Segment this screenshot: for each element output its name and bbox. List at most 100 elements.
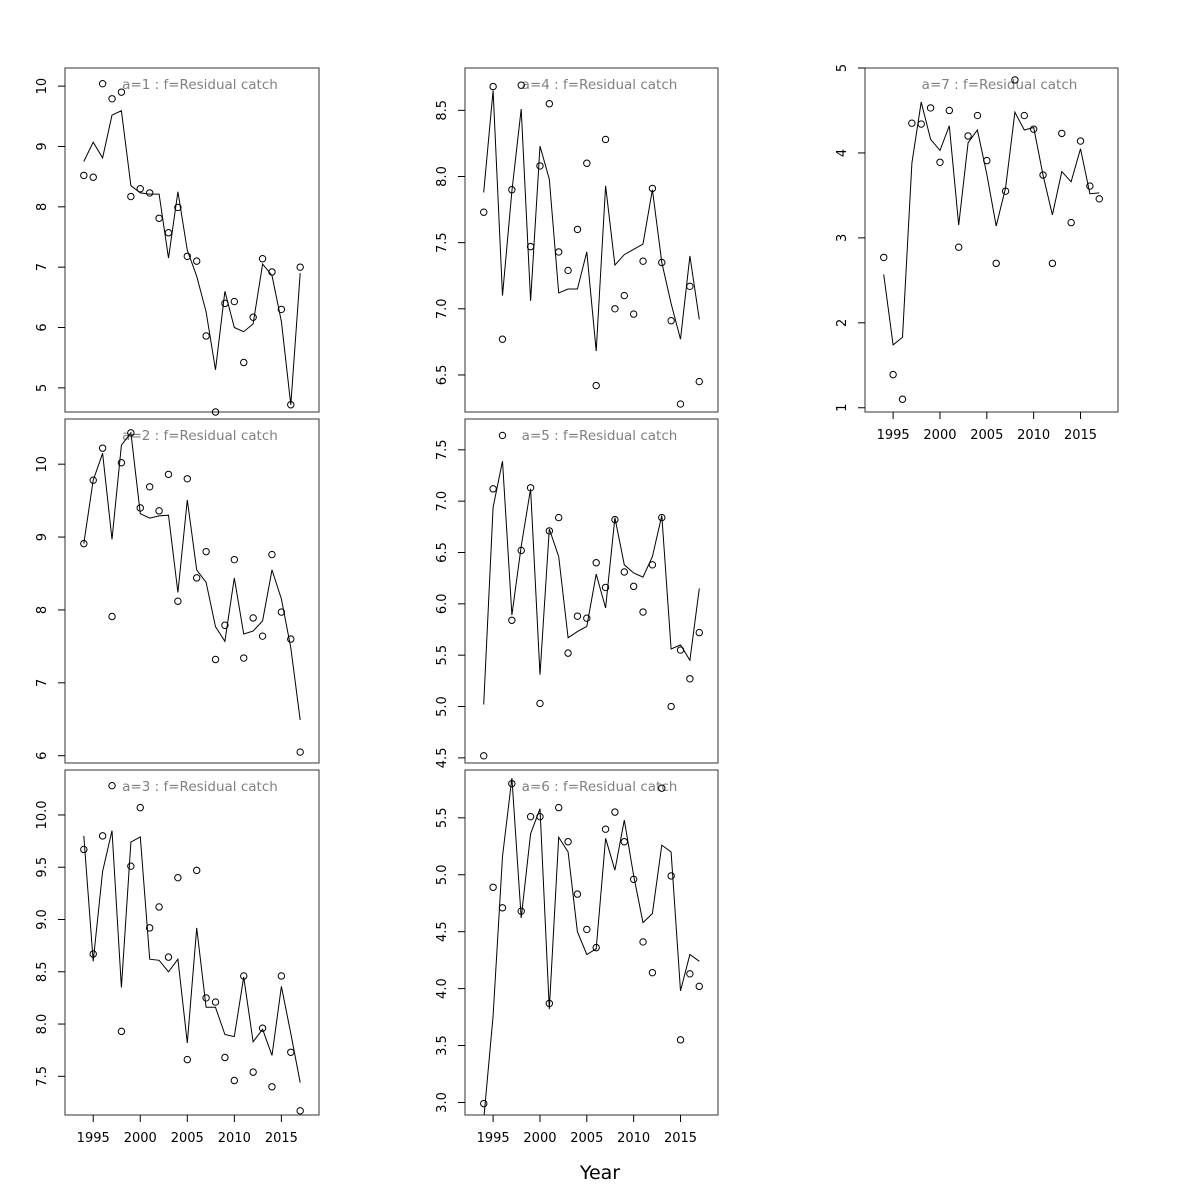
panel-a3: 7.5 8.0 8.5 9.0 9.5 10.0 1995 2000 2005 2010 2015 a… — [35, 769, 320, 1146]
observed-point — [117, 1027, 126, 1036]
observed-point — [287, 401, 295, 409]
observed-point — [164, 229, 173, 237]
observed-point — [573, 225, 582, 234]
observed-point — [155, 903, 163, 911]
panel-frame — [464, 67, 719, 413]
observed-point — [89, 950, 97, 958]
observed-point — [555, 248, 563, 256]
y-tick-label: 10.0 — [35, 800, 50, 829]
observed-point — [211, 998, 220, 1006]
observed-point — [221, 1053, 229, 1062]
panel-frame — [464, 769, 719, 1116]
panel-a6: 3.0 3.5 4.0 4.5 5.0 5.5 1995 2000 2005 2010 2015 a=… — [435, 769, 719, 1146]
observed-point — [564, 838, 572, 846]
y-tick-label: 1 — [835, 404, 850, 412]
x-tick-label: 2010 — [1017, 428, 1050, 443]
observed-point — [545, 100, 554, 108]
y-tick-label: 4.0 — [435, 978, 450, 999]
observed-point — [183, 475, 191, 483]
observed-point — [183, 252, 191, 260]
observed-point — [508, 186, 516, 194]
observed-point — [1039, 171, 1047, 179]
y-tick-label: 5 — [835, 64, 850, 72]
observed-point — [249, 313, 257, 321]
x-tick-label: 1995 — [477, 1131, 510, 1146]
observed-point — [1067, 218, 1075, 227]
x-tick-label: 2010 — [617, 1131, 650, 1146]
observed-point — [917, 120, 925, 128]
panel-frame — [64, 418, 320, 764]
observed-point — [926, 104, 935, 112]
x-axis-label: Year — [579, 1162, 620, 1184]
observed-point — [240, 654, 248, 662]
observed-point — [108, 95, 116, 103]
observed-point — [1076, 137, 1085, 145]
y-tick-label: 7 — [35, 679, 50, 687]
observed-point — [648, 184, 657, 193]
observed-point — [973, 111, 982, 120]
observed-point — [211, 408, 220, 416]
observed-point — [526, 812, 535, 821]
observed-point — [287, 635, 295, 643]
y-tick-label: 6 — [35, 323, 50, 331]
observed-point — [164, 470, 173, 479]
observed-point — [296, 263, 304, 271]
observed-point — [629, 582, 638, 591]
observed-point — [136, 803, 144, 812]
y-tick-label: 8.0 — [435, 166, 450, 187]
observed-point — [480, 752, 488, 760]
observed-point — [258, 1024, 267, 1032]
observed-point — [480, 208, 488, 216]
y-tick-label: 3.5 — [435, 1035, 450, 1056]
observed-point — [526, 242, 535, 251]
observed-point — [258, 255, 267, 263]
fitted-line — [483, 90, 700, 352]
observed-point — [517, 546, 525, 555]
y-tick-label: 4.5 — [435, 921, 450, 942]
observed-point — [592, 381, 600, 390]
observed-point — [258, 632, 267, 640]
observed-point — [686, 282, 694, 291]
panel-a7: 1 2 3 4 5 1995 2000 2005 2010 2015 a=7 : f=Residua… — [835, 64, 1119, 443]
panel-frame — [864, 67, 1119, 413]
observed-point — [1095, 195, 1103, 203]
observed-point — [230, 297, 239, 306]
observed-point — [174, 873, 182, 882]
panel-frame — [464, 418, 719, 764]
observed-point — [964, 132, 972, 140]
observed-point — [583, 925, 591, 934]
observed-point — [489, 485, 497, 493]
observed-point — [564, 649, 572, 657]
observed-point — [155, 214, 163, 222]
observed-point — [230, 555, 239, 564]
observed-point — [108, 781, 116, 790]
observed-point — [98, 832, 107, 840]
panel-title: a=3 : f=Residual catch — [122, 779, 278, 795]
observed-point — [230, 1076, 239, 1085]
y-tick-label: 7.5 — [35, 1066, 50, 1087]
y-tick-label: 7.5 — [435, 439, 450, 460]
observed-point — [145, 189, 154, 197]
observed-point — [145, 924, 154, 932]
x-tick-label: 2005 — [570, 1131, 603, 1146]
y-tick-label: 9.0 — [35, 909, 50, 930]
observed-point — [89, 173, 97, 181]
y-tick-label: 7.0 — [435, 298, 450, 319]
observed-point — [1001, 187, 1010, 195]
y-tick-label: 5.0 — [435, 864, 450, 885]
y-tick-label: 6 — [35, 752, 50, 760]
observed-point — [517, 81, 525, 89]
y-tick-label: 5.5 — [435, 807, 450, 828]
observed-point — [573, 612, 582, 620]
x-tick-label: 2000 — [523, 1131, 556, 1146]
observed-point — [686, 675, 694, 683]
fitted-line — [83, 830, 301, 1083]
observed-point — [155, 507, 163, 515]
observed-point — [908, 119, 916, 127]
fitted-line — [483, 461, 700, 705]
x-tick-label: 2005 — [171, 1131, 204, 1146]
observed-point — [277, 972, 286, 980]
observed-point — [573, 890, 582, 898]
x-tick-label: 2000 — [124, 1131, 157, 1146]
observed-point — [686, 970, 694, 978]
